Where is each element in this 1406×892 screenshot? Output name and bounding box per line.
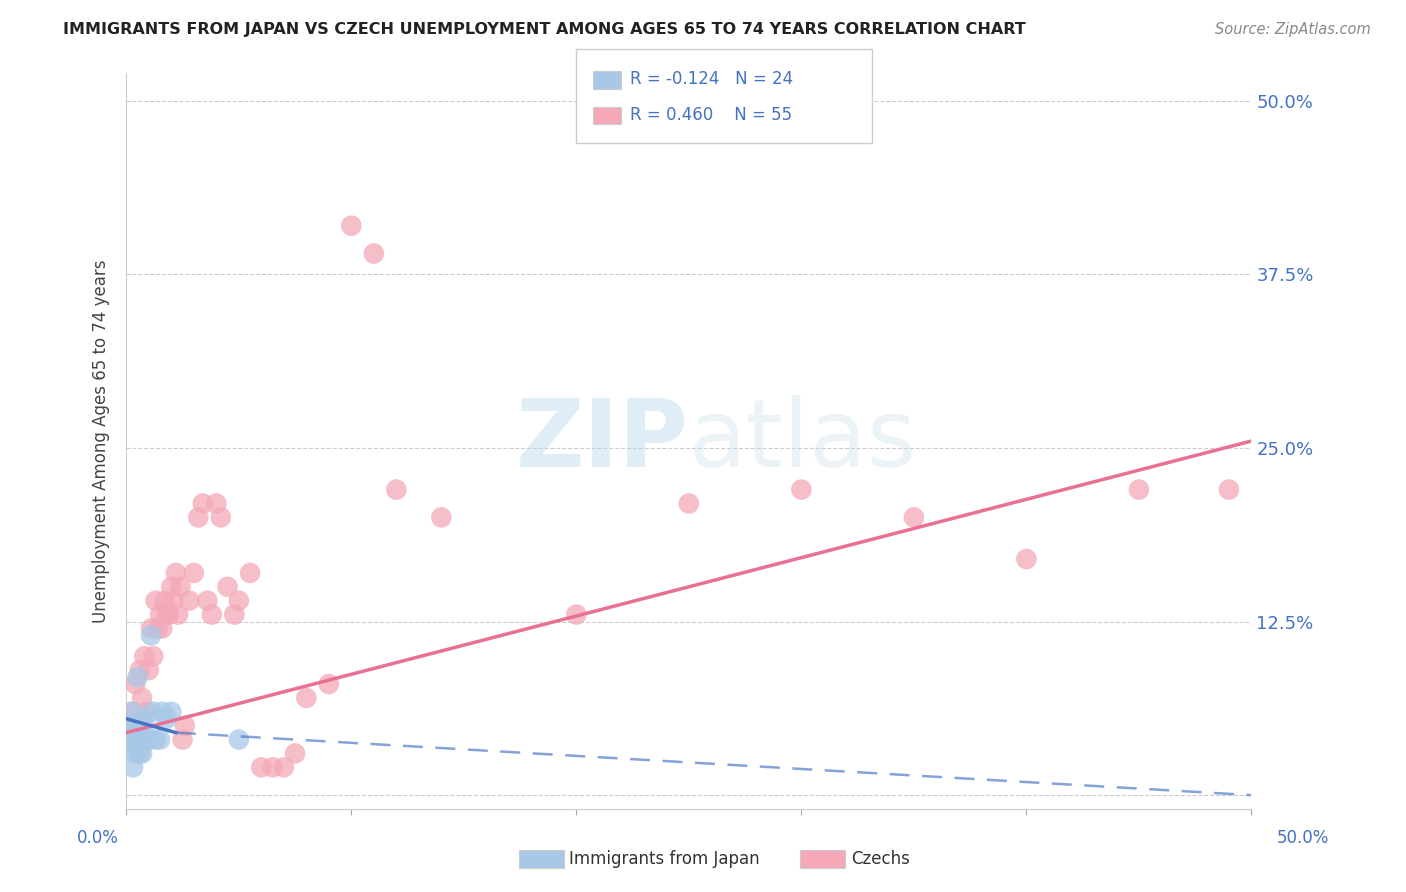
Point bbox=[173, 719, 195, 733]
Point bbox=[1218, 483, 1240, 497]
Point bbox=[565, 607, 588, 622]
Point bbox=[318, 677, 340, 691]
Point bbox=[149, 607, 172, 622]
Point bbox=[430, 510, 453, 524]
Point bbox=[134, 649, 156, 664]
Point bbox=[127, 732, 149, 747]
Point bbox=[385, 483, 408, 497]
Point bbox=[678, 496, 700, 510]
Point bbox=[340, 219, 363, 233]
Point bbox=[273, 760, 295, 774]
Point bbox=[224, 607, 246, 622]
Point bbox=[250, 760, 273, 774]
Point bbox=[205, 496, 228, 510]
Point bbox=[228, 593, 250, 607]
Point bbox=[262, 760, 284, 774]
Text: Source: ZipAtlas.com: Source: ZipAtlas.com bbox=[1215, 22, 1371, 37]
Point bbox=[135, 705, 157, 719]
Point bbox=[117, 732, 139, 747]
Point bbox=[239, 566, 262, 580]
Point bbox=[122, 760, 145, 774]
Point bbox=[150, 622, 173, 636]
Point bbox=[191, 496, 214, 510]
Point bbox=[131, 747, 153, 761]
Point bbox=[138, 663, 160, 677]
Point bbox=[150, 705, 173, 719]
Point bbox=[167, 607, 190, 622]
Text: Czechs: Czechs bbox=[851, 850, 910, 868]
Point bbox=[187, 510, 209, 524]
Point bbox=[139, 628, 162, 642]
Point bbox=[201, 607, 224, 622]
Point bbox=[1128, 483, 1150, 497]
Point bbox=[903, 510, 925, 524]
Point bbox=[145, 732, 167, 747]
Point bbox=[145, 593, 167, 607]
Point bbox=[124, 719, 146, 733]
Point bbox=[128, 732, 150, 747]
Point bbox=[165, 566, 187, 580]
Point bbox=[157, 607, 180, 622]
Point bbox=[131, 712, 153, 726]
Point bbox=[153, 593, 176, 607]
Text: Immigrants from Japan: Immigrants from Japan bbox=[569, 850, 761, 868]
Point bbox=[363, 246, 385, 260]
Point bbox=[128, 663, 150, 677]
Point bbox=[127, 670, 149, 684]
Point bbox=[122, 705, 145, 719]
Point bbox=[142, 649, 165, 664]
Point bbox=[209, 510, 232, 524]
Y-axis label: Unemployment Among Ages 65 to 74 years: Unemployment Among Ages 65 to 74 years bbox=[93, 260, 110, 623]
Point bbox=[131, 690, 153, 705]
Point bbox=[1015, 552, 1038, 566]
Point bbox=[120, 705, 142, 719]
Point bbox=[122, 732, 145, 747]
Point bbox=[120, 719, 142, 733]
Point bbox=[295, 690, 318, 705]
Point bbox=[124, 677, 146, 691]
Text: R = 0.460    N = 55: R = 0.460 N = 55 bbox=[630, 105, 792, 123]
Point bbox=[179, 593, 201, 607]
Point bbox=[124, 747, 146, 761]
Text: ZIP: ZIP bbox=[516, 395, 689, 487]
Point bbox=[172, 732, 194, 747]
Point bbox=[134, 719, 156, 733]
Point bbox=[146, 622, 169, 636]
Point bbox=[228, 732, 250, 747]
Point bbox=[156, 712, 179, 726]
Point bbox=[195, 593, 218, 607]
Text: IMMIGRANTS FROM JAPAN VS CZECH UNEMPLOYMENT AMONG AGES 65 TO 74 YEARS CORRELATIO: IMMIGRANTS FROM JAPAN VS CZECH UNEMPLOYM… bbox=[63, 22, 1026, 37]
Point bbox=[128, 747, 150, 761]
Point bbox=[138, 732, 160, 747]
Point bbox=[169, 580, 191, 594]
Point bbox=[142, 705, 165, 719]
Point bbox=[183, 566, 205, 580]
Point bbox=[162, 593, 184, 607]
Text: R = -0.124   N = 24: R = -0.124 N = 24 bbox=[630, 70, 793, 88]
Point bbox=[217, 580, 239, 594]
Point bbox=[117, 719, 139, 733]
Point bbox=[156, 607, 179, 622]
Point bbox=[135, 732, 157, 747]
Point bbox=[120, 739, 142, 754]
Point bbox=[149, 732, 172, 747]
Point bbox=[127, 719, 149, 733]
Point bbox=[284, 747, 307, 761]
Text: 50.0%: 50.0% bbox=[1277, 830, 1329, 847]
Point bbox=[160, 580, 183, 594]
Text: atlas: atlas bbox=[689, 395, 917, 487]
Text: 0.0%: 0.0% bbox=[77, 830, 120, 847]
Point bbox=[160, 705, 183, 719]
Point bbox=[790, 483, 813, 497]
Point bbox=[139, 622, 162, 636]
